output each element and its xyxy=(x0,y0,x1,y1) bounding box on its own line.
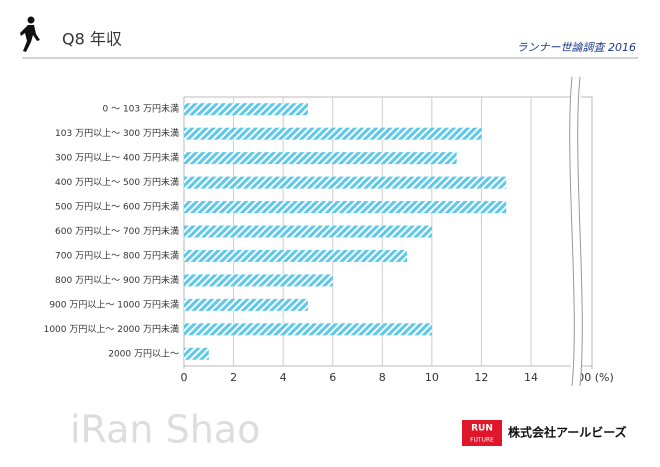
survey-name: ランナー世論調査 2016 xyxy=(517,41,637,54)
bar xyxy=(184,176,507,189)
y-tick-label: 0 ～ 103 万円未満 xyxy=(103,103,180,115)
y-tick-label: 400 万円以上～ 500 万円未満 xyxy=(55,176,179,188)
bar xyxy=(184,225,432,238)
watermark: iRan Shao xyxy=(70,408,260,452)
bar xyxy=(184,298,308,311)
bar xyxy=(184,249,408,262)
x-tick-label: 2 xyxy=(230,371,237,384)
y-tick-label: 2000 万円以上～ xyxy=(108,348,179,359)
bar xyxy=(184,274,333,287)
page-title: Q8 年収 xyxy=(62,30,122,49)
bar xyxy=(184,103,308,116)
x-tick-label: 12 xyxy=(474,371,488,384)
bar xyxy=(184,127,482,140)
x-tick-label: 8 xyxy=(379,371,386,384)
y-tick-label: 1000 万円以上～ 2000 万円未満 xyxy=(44,323,179,335)
x-tick-label: 10 xyxy=(425,371,439,384)
runner-icon xyxy=(20,16,40,52)
y-tick-label: 103 万円以上～ 300 万円未満 xyxy=(55,127,179,139)
x-tick-label: 4 xyxy=(280,371,287,384)
y-tick-label: 900 万円以上～ 1000 万円未満 xyxy=(49,298,179,310)
bar xyxy=(184,323,432,336)
bar xyxy=(184,201,507,214)
axis-break xyxy=(569,76,575,387)
y-tick-label: 500 万円以上～ 600 万円未満 xyxy=(55,201,179,213)
bar xyxy=(184,347,209,360)
bar xyxy=(184,152,457,165)
x-tick-label: 6 xyxy=(329,371,336,384)
x-tick-label: 0 xyxy=(181,371,188,384)
y-tick-label: 300 万円以上～ 400 万円未満 xyxy=(55,152,179,164)
y-tick-label: 800 万円以上～ 900 万円未満 xyxy=(55,274,179,286)
badge-top: RUN xyxy=(471,424,493,434)
axis-break xyxy=(577,76,583,387)
x-tick-label: 14 xyxy=(524,371,538,384)
company: 株式会社アールビーズ xyxy=(508,425,627,440)
badge xyxy=(462,420,502,446)
axis-break-gap xyxy=(571,77,581,386)
badge-bottom: FUTURE xyxy=(470,437,494,444)
y-tick-label: 700 万円以上～ 800 万円未満 xyxy=(55,249,179,261)
y-tick-label: 600 万円以上～ 700 万円未満 xyxy=(55,225,179,237)
